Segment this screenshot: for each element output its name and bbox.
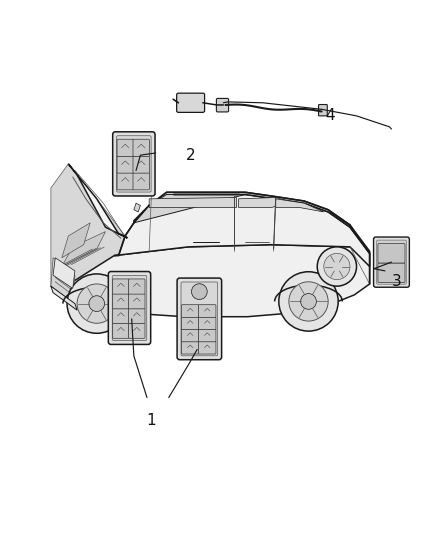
FancyBboxPatch shape: [198, 305, 216, 317]
FancyBboxPatch shape: [113, 294, 129, 309]
FancyBboxPatch shape: [113, 323, 129, 338]
Circle shape: [67, 274, 127, 333]
FancyBboxPatch shape: [378, 244, 405, 263]
Polygon shape: [68, 164, 127, 238]
Polygon shape: [51, 258, 75, 304]
Polygon shape: [134, 195, 245, 223]
Circle shape: [89, 296, 105, 311]
FancyBboxPatch shape: [129, 309, 145, 324]
FancyBboxPatch shape: [181, 305, 199, 317]
FancyBboxPatch shape: [318, 104, 327, 116]
FancyBboxPatch shape: [129, 294, 145, 309]
FancyBboxPatch shape: [129, 323, 145, 338]
Polygon shape: [114, 195, 370, 266]
Text: 2: 2: [186, 148, 195, 163]
Circle shape: [289, 282, 328, 321]
FancyBboxPatch shape: [117, 156, 134, 173]
Polygon shape: [53, 258, 75, 288]
Polygon shape: [276, 199, 324, 212]
FancyBboxPatch shape: [129, 279, 145, 294]
Circle shape: [191, 284, 207, 300]
FancyBboxPatch shape: [177, 278, 222, 360]
Circle shape: [279, 272, 338, 331]
FancyBboxPatch shape: [177, 93, 205, 112]
Polygon shape: [51, 245, 370, 317]
Circle shape: [77, 284, 117, 323]
Circle shape: [317, 247, 357, 286]
FancyBboxPatch shape: [378, 263, 405, 282]
FancyBboxPatch shape: [117, 139, 134, 156]
Circle shape: [300, 294, 316, 309]
FancyBboxPatch shape: [117, 173, 134, 190]
Polygon shape: [62, 223, 90, 258]
FancyBboxPatch shape: [108, 271, 151, 344]
FancyBboxPatch shape: [113, 132, 155, 196]
Polygon shape: [239, 198, 291, 207]
FancyBboxPatch shape: [181, 329, 199, 342]
FancyBboxPatch shape: [133, 173, 149, 190]
Text: 1: 1: [147, 413, 156, 427]
Polygon shape: [134, 192, 370, 253]
Text: 4: 4: [325, 108, 335, 123]
FancyBboxPatch shape: [377, 240, 406, 284]
Polygon shape: [149, 198, 237, 207]
FancyBboxPatch shape: [198, 329, 216, 342]
FancyBboxPatch shape: [117, 136, 151, 192]
FancyBboxPatch shape: [374, 237, 410, 287]
FancyBboxPatch shape: [198, 341, 216, 354]
FancyBboxPatch shape: [181, 317, 199, 329]
Polygon shape: [51, 164, 125, 304]
FancyBboxPatch shape: [216, 99, 229, 112]
Text: 3: 3: [392, 274, 402, 289]
FancyBboxPatch shape: [113, 279, 129, 294]
Polygon shape: [51, 286, 77, 310]
FancyBboxPatch shape: [112, 276, 147, 341]
FancyBboxPatch shape: [181, 341, 199, 354]
Circle shape: [324, 253, 350, 280]
Polygon shape: [62, 231, 106, 266]
FancyBboxPatch shape: [133, 139, 149, 156]
FancyBboxPatch shape: [198, 317, 216, 329]
FancyBboxPatch shape: [181, 282, 218, 356]
FancyBboxPatch shape: [133, 156, 149, 173]
FancyBboxPatch shape: [113, 309, 129, 324]
Polygon shape: [134, 203, 141, 212]
